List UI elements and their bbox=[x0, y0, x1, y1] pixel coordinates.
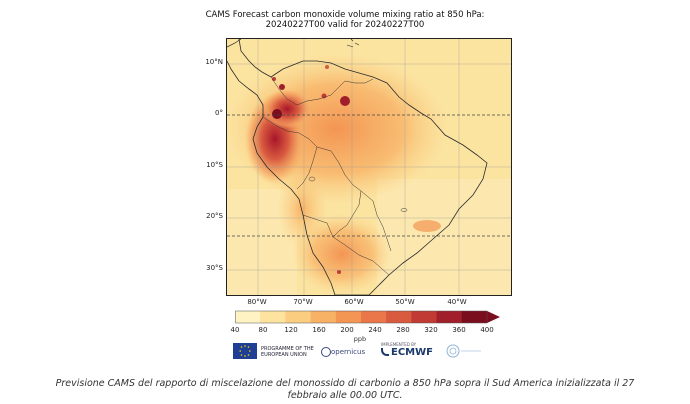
co-map bbox=[227, 39, 511, 295]
colorbar-tick-label: 200 bbox=[340, 326, 354, 334]
lon-label-60w: 60°W bbox=[344, 298, 364, 306]
country-borders bbox=[262, 76, 392, 276]
copernicus-ring-icon bbox=[321, 347, 331, 357]
colorbar-segment bbox=[461, 311, 488, 323]
lon-label-50w: 50°W bbox=[395, 298, 415, 306]
colorbar-tick-label: 320 bbox=[424, 326, 438, 334]
map-panel bbox=[226, 38, 512, 296]
colorbar bbox=[235, 310, 500, 324]
altiplano-plume bbox=[277, 169, 327, 249]
gridlines bbox=[227, 39, 511, 295]
copernicus-logo: opernicus bbox=[321, 347, 365, 357]
caribbean-islands bbox=[346, 39, 360, 48]
lake-titicaca bbox=[308, 176, 316, 182]
hotspot bbox=[340, 96, 350, 106]
colorbar-segment bbox=[235, 311, 261, 323]
cams-logo bbox=[445, 343, 485, 359]
colorbar-segment bbox=[335, 311, 362, 323]
ecmwf-swirl-icon bbox=[381, 348, 389, 356]
central-america-coast bbox=[227, 39, 242, 48]
eu-flag-logo bbox=[233, 343, 257, 359]
lon-label-70w: 70°W bbox=[293, 298, 313, 306]
lon-label-40w: 40°W bbox=[447, 298, 467, 306]
hotspot bbox=[325, 65, 329, 69]
colorbar-tick-label: 240 bbox=[368, 326, 382, 334]
lake-outline bbox=[400, 208, 408, 212]
colorbar-tick-label: 40 bbox=[230, 326, 240, 334]
coastal-plume bbox=[413, 220, 441, 232]
ecmwf-logo-text: ECMWF bbox=[391, 347, 433, 358]
colorbar-segment bbox=[361, 311, 387, 323]
hotspot bbox=[321, 93, 327, 99]
colorbar-tick-label: 280 bbox=[396, 326, 410, 334]
colorbar-segment bbox=[386, 311, 412, 323]
copernicus-logo-text: opernicus bbox=[331, 348, 366, 356]
lat-label-30s: 30°S bbox=[206, 264, 223, 272]
title-line-1: CAMS Forecast carbon monoxide volume mix… bbox=[205, 10, 485, 20]
eu-programme-text: PROGRAMME OF THE EUROPEAN UNION bbox=[261, 346, 314, 358]
lat-label-10s: 10°S bbox=[206, 161, 223, 169]
atlantic-field bbox=[377, 179, 511, 295]
colorbar-segment bbox=[411, 311, 438, 323]
map-title: CAMS Forecast carbon monoxide volume mix… bbox=[0, 10, 690, 30]
ecmwf-implemented-by: IMPLEMENTED BY bbox=[381, 342, 417, 347]
lat-label-0: 0° bbox=[215, 109, 223, 117]
equator-tropic-lines bbox=[227, 114, 511, 237]
colorbar-tick-label: 360 bbox=[452, 326, 466, 334]
lat-label-10n: 10°N bbox=[205, 58, 223, 66]
colorbar-segment bbox=[285, 311, 312, 323]
logo-strip: PROGRAMME OF THE EUROPEAN UNION opernicu… bbox=[233, 341, 493, 363]
colorbar-extend-arrow bbox=[487, 311, 500, 323]
colorbar-unit: ppb bbox=[353, 335, 367, 343]
colorbar-tick-label: 120 bbox=[284, 326, 298, 334]
colorbar-segment bbox=[260, 311, 286, 323]
colorbar-segment bbox=[436, 311, 463, 323]
ecmwf-logo: ECMWF bbox=[381, 347, 433, 358]
hotspot bbox=[272, 109, 282, 119]
hotspot bbox=[279, 84, 285, 90]
title-line-2: 20240227T00 valid for 20240227T00 bbox=[265, 20, 425, 30]
colorbar-tick-label: 160 bbox=[312, 326, 326, 334]
continent-coastline bbox=[227, 39, 488, 295]
colorbar-segment bbox=[310, 311, 337, 323]
colorbar-tick-label: 400 bbox=[480, 326, 494, 334]
figure-caption: Previsione CAMS del rapporto di miscelaz… bbox=[55, 378, 635, 401]
colombia-plume bbox=[262, 89, 312, 129]
colorbar-tick-label: 80 bbox=[258, 326, 268, 334]
colorbar-outline bbox=[235, 310, 488, 324]
lon-label-80w: 80°W bbox=[247, 298, 267, 306]
hotspot bbox=[337, 270, 341, 274]
lat-label-20s: 20°S bbox=[206, 212, 223, 220]
